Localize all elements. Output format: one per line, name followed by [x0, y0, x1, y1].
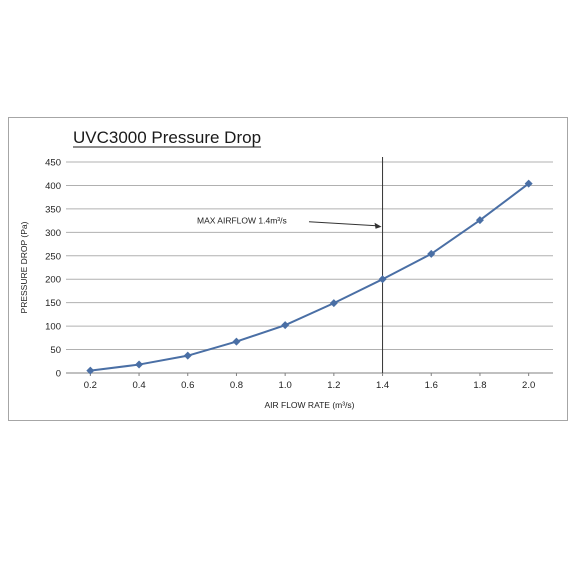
- y-tick-label: 400: [45, 181, 61, 192]
- x-tick-label: 0.8: [230, 380, 243, 391]
- data-point: [329, 299, 338, 308]
- x-tick-label: 0.6: [181, 380, 194, 391]
- x-tick-label: 1.2: [327, 380, 340, 391]
- y-tick-label: 300: [45, 228, 61, 239]
- data-point: [86, 366, 95, 375]
- y-tick-label: 250: [45, 251, 61, 262]
- annotation-arrowhead: [374, 222, 382, 229]
- y-tick-label: 200: [45, 275, 61, 286]
- x-tick-label: 1.6: [425, 380, 438, 391]
- x-tick-label: 2.0: [522, 380, 535, 391]
- chart-frame: UVC3000 Pressure Drop 0 50 100 150 200 250 300…: [8, 117, 568, 421]
- y-tick-label: 0: [56, 369, 61, 380]
- chart-title: UVC3000 Pressure Drop: [73, 128, 261, 147]
- y-axis-label: PRESSURE DROP (Pa): [19, 221, 29, 313]
- pressure-drop-chart: UVC3000 Pressure Drop 0 50 100 150 200 250 300…: [19, 128, 553, 410]
- data-point: [281, 321, 290, 330]
- y-tick-label: 350: [45, 204, 61, 215]
- y-tick-label: 50: [50, 345, 61, 356]
- x-tick-label: 0.2: [84, 380, 97, 391]
- y-tick-label: 150: [45, 298, 61, 309]
- data-point: [475, 216, 484, 225]
- data-point: [524, 179, 533, 188]
- x-tick-label: 0.4: [132, 380, 145, 391]
- x-tick-label: 1.8: [473, 380, 486, 391]
- data-point: [232, 337, 241, 346]
- data-point: [427, 249, 436, 258]
- y-tick-label: 100: [45, 322, 61, 333]
- max-airflow-annotation: MAX AIRFLOW 1.4m³/s: [197, 216, 287, 226]
- x-tick-label: 1.4: [376, 380, 389, 391]
- x-axis-label: AIR FLOW RATE (m³/s): [264, 400, 354, 410]
- x-tick-label: 1.0: [279, 380, 292, 391]
- series-line: [90, 182, 530, 372]
- annotation-arrow-line: [308, 221, 377, 227]
- data-point: [183, 351, 192, 360]
- data-point: [135, 360, 144, 369]
- y-tick-label: 450: [45, 158, 61, 169]
- data-point: [378, 275, 387, 284]
